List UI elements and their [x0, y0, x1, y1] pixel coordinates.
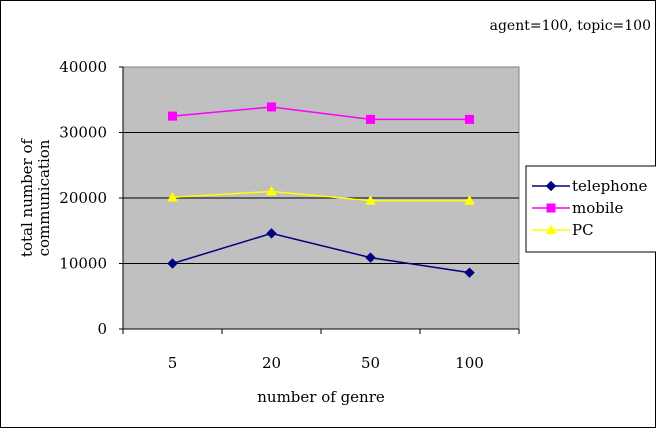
data-point-telephone — [167, 258, 178, 269]
legend-item-PC: PC — [532, 221, 594, 239]
data-point-mobile — [366, 114, 375, 124]
series-line-telephone — [172, 232, 470, 274]
gridlines — [123, 132, 519, 264]
y-tick-label: 30000 — [59, 124, 107, 142]
x-tick-label: 50 — [361, 354, 380, 372]
legend-marker — [545, 180, 557, 192]
y-axis-title-line-2: communication — [35, 139, 53, 256]
data-point-mobile — [168, 111, 177, 121]
data-point-telephone — [266, 228, 277, 239]
data-point-PC — [266, 185, 277, 196]
data-point-PC — [464, 195, 475, 205]
y-axis-title-line-1: total number of — [18, 137, 36, 257]
legend-items: telephone mobile PC — [532, 177, 648, 239]
series-telephone — [167, 228, 475, 278]
legend-item-telephone: telephone — [532, 177, 648, 195]
legend-label: PC — [572, 221, 594, 239]
data-point-mobile — [267, 102, 276, 112]
x-tick-label: 5 — [168, 354, 178, 372]
x-tick-label: 100 — [455, 354, 484, 372]
series-line-PC — [172, 190, 470, 202]
series-layer — [167, 102, 475, 278]
data-point-PC — [365, 195, 376, 205]
y-tick-label: 40000 — [59, 58, 107, 76]
y-tick-label: 10000 — [59, 255, 107, 273]
legend-marker — [546, 203, 556, 213]
legend-marker — [545, 224, 557, 235]
y-tick-label: 0 — [97, 320, 107, 338]
data-point-mobile — [465, 114, 474, 124]
x-tick-label: 20 — [262, 354, 281, 372]
legend-label: telephone — [572, 177, 648, 195]
legend-label: mobile — [572, 199, 623, 217]
y-tick-label: 20000 — [59, 189, 107, 207]
series-mobile — [168, 102, 474, 124]
y-axis-title: total number of communication — [18, 137, 53, 257]
legend-item-mobile: mobile — [532, 199, 623, 217]
y-axis-ticks: 0 10000 20000 30000 40000 — [59, 58, 123, 338]
x-axis-ticks: 5 20 50 100 — [122, 329, 520, 372]
data-point-PC — [167, 191, 178, 202]
chart-annotation: agent=100, topic=100 — [490, 18, 651, 34]
series-line-mobile — [172, 106, 470, 121]
series-PC — [167, 185, 475, 205]
data-point-telephone — [365, 252, 376, 263]
x-axis-title: number of genre — [257, 388, 385, 406]
data-point-telephone — [464, 267, 475, 278]
